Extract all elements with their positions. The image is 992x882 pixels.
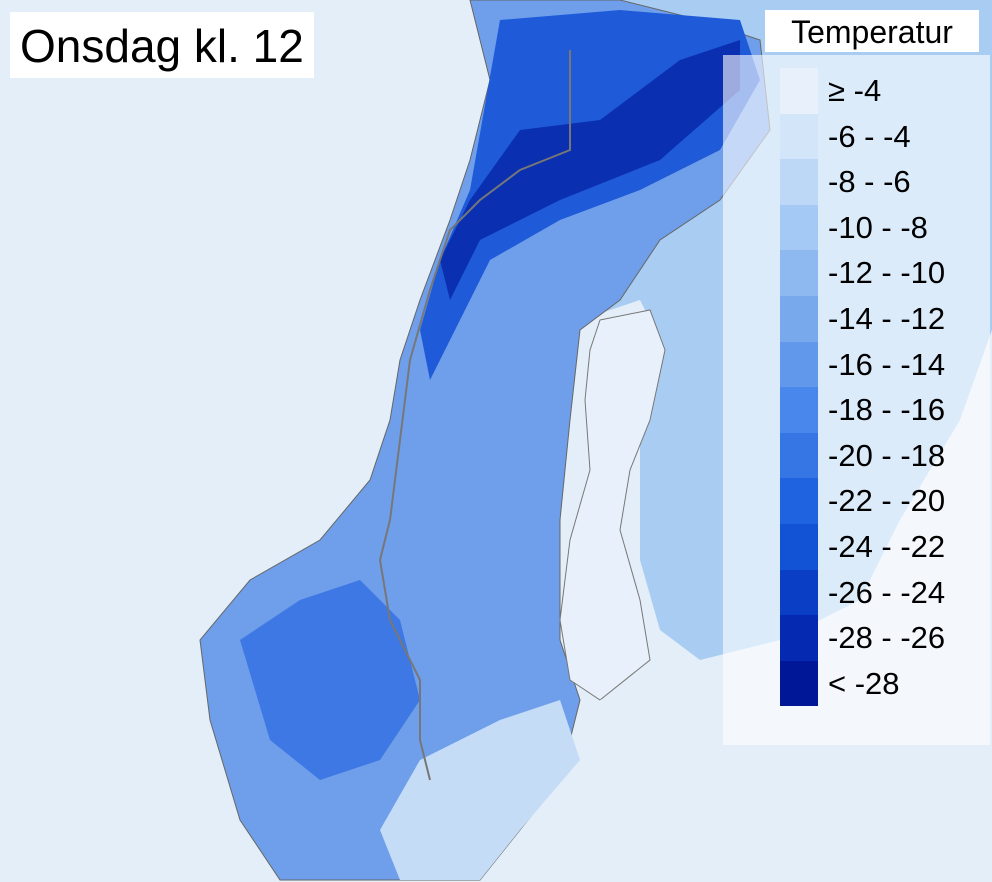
legend-label: -14 - -12 [828,301,946,336]
legend-swatch [780,387,818,433]
legend-entry: -16 - -14 [723,341,990,388]
legend-swatch [780,159,818,205]
legend-entry: -28 - -26 [723,615,990,661]
legend-entry: -18 - -16 [723,387,990,433]
legend-swatch [780,615,818,661]
legend-label: -28 - -26 [828,620,946,656]
legend-entry: ≥ -4 [723,68,990,114]
legend-swatch [780,432,818,479]
legend-swatch [780,68,818,114]
legend-swatch [780,204,818,251]
legend-label: -16 - -14 [828,346,946,382]
legend-label: -24 - -22 [828,529,946,564]
legend-swatch [780,296,818,342]
legend-entry: -8 - -6 [723,159,990,205]
legend-swatch [780,660,818,707]
legend-label: -12 - -10 [828,255,946,291]
legend-label: < -28 [828,665,900,701]
legend-label: -8 - -6 [828,164,911,200]
border [378,50,571,781]
legend-entry: -22 - -20 [723,478,990,524]
legend-entry: -24 - -22 [723,524,990,570]
legend-swatch [780,250,818,296]
legend-swatch [780,569,818,616]
legend-label: -18 - -16 [828,392,946,428]
mountains-south [240,580,420,780]
legend-entry: -12 - -10 [723,250,990,296]
legend-entry: -14 - -12 [723,296,990,342]
legend-label: ≥ -4 [828,73,882,108]
legend-swatch [780,113,818,160]
legend-swatch [780,341,818,388]
legend-entry: -20 - -18 [723,432,990,479]
map-title: Onsdag kl. 12 [10,12,314,78]
legend-entry: -10 - -8 [723,204,990,251]
legend: ≥ -4 -6 - -4 -8 - -6 -10 - -8 -12 - -10 -14 -… [723,55,990,745]
coast-south [380,700,580,880]
legend-label: -26 - -24 [828,574,946,610]
legend-entry: < -28 [723,660,990,707]
legend-title: Temperatur [765,10,979,52]
legend-swatch [780,524,818,570]
legend-entry: -26 - -24 [723,569,990,616]
legend-label: -6 - -4 [828,118,911,154]
legend-swatch [780,478,818,524]
gulf-bothnia [559,309,666,701]
legend-entry: -6 - -4 [723,113,990,160]
legend-label: -10 - -8 [828,209,928,245]
legend-label: -20 - -18 [828,437,946,473]
legend-label: -22 - -20 [828,483,946,519]
coldest [440,40,740,300]
